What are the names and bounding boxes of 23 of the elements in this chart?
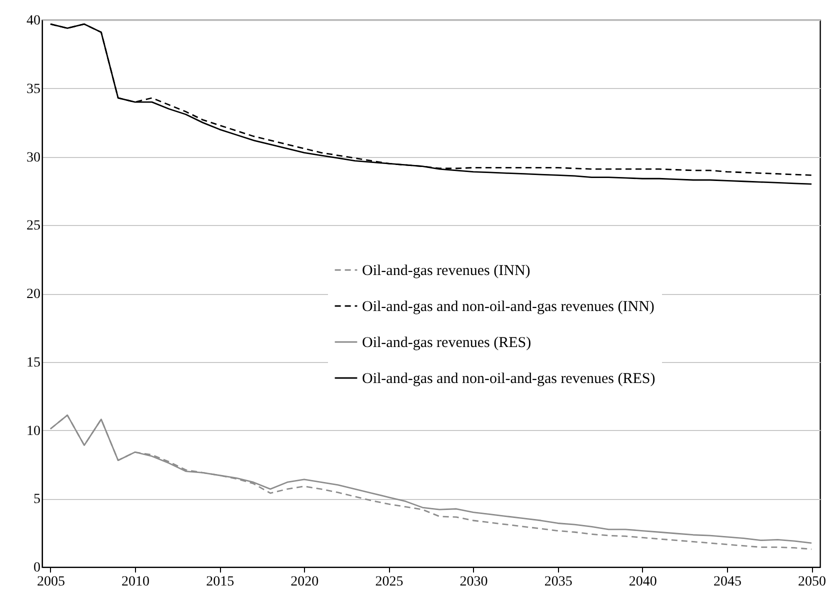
x-tick-label: 2015 [206,574,234,590]
y-tick-label: 0 [34,560,40,576]
y-tick-label: 15 [26,355,40,370]
legend-label: Oil-and-gas revenues (INN) [362,263,530,279]
x-tick-label: 2005 [36,574,65,590]
x-tick-label: 2020 [290,574,319,590]
y-tick-label: 30 [26,150,40,166]
y-tick-label: 35 [26,82,40,97]
y-tick-label: 10 [26,424,40,439]
y-tick-label: 20 [26,287,40,302]
y-tick-label: 25 [26,218,40,234]
legend-label: Oil-and-gas and non-oil-and-gas revenues (INN) [362,299,654,315]
y-tick-label: 40 [26,14,40,28]
legend-label: Oil-and-gas and non-oil-and-gas revenues (RES) [362,371,656,387]
x-tick-label: 2035 [544,574,572,590]
x-tick-label: 2025 [375,574,404,590]
x-tick-label: 2050 [798,574,826,590]
x-tick-label: 2045 [713,574,742,590]
x-tick-label: 2030 [460,574,488,590]
y-tick-label: 5 [34,492,40,508]
x-tick-label: 2040 [628,574,657,590]
legend-label: Oil-and-gas revenues (RES) [362,335,532,351]
x-tick-label: 2010 [122,574,150,590]
